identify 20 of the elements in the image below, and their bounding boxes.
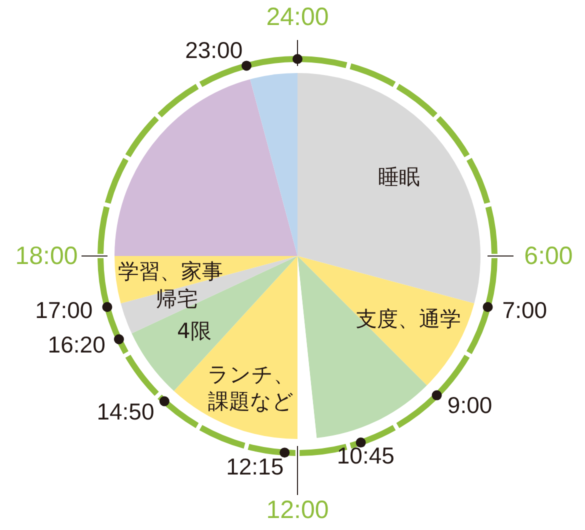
slice-label: 支度、通学 <box>356 307 461 332</box>
pie-slice <box>250 73 298 256</box>
text: 12:00 <box>266 496 329 524</box>
slice-label: 帰宅 <box>156 286 198 311</box>
slice-label: 学習、家事 <box>118 260 223 284</box>
slice-label: 4限 <box>177 318 212 343</box>
text: 12:15 <box>226 454 284 480</box>
text: 9:00 <box>447 392 492 418</box>
text: 16:20 <box>48 332 106 358</box>
text: 14:50 <box>96 398 154 424</box>
text: 6:00 <box>524 242 573 270</box>
slice-label: ランチ、課題など <box>208 362 295 414</box>
text: 18:00 <box>15 242 78 270</box>
text: 17:00 <box>35 296 93 323</box>
text: 7:00 <box>502 296 548 323</box>
text: 23:00 <box>185 37 243 64</box>
slice-label: 睡眠 <box>378 165 420 190</box>
text: 10:45 <box>336 442 394 469</box>
pie-slice <box>114 79 298 256</box>
text: 24:00 <box>266 3 329 31</box>
